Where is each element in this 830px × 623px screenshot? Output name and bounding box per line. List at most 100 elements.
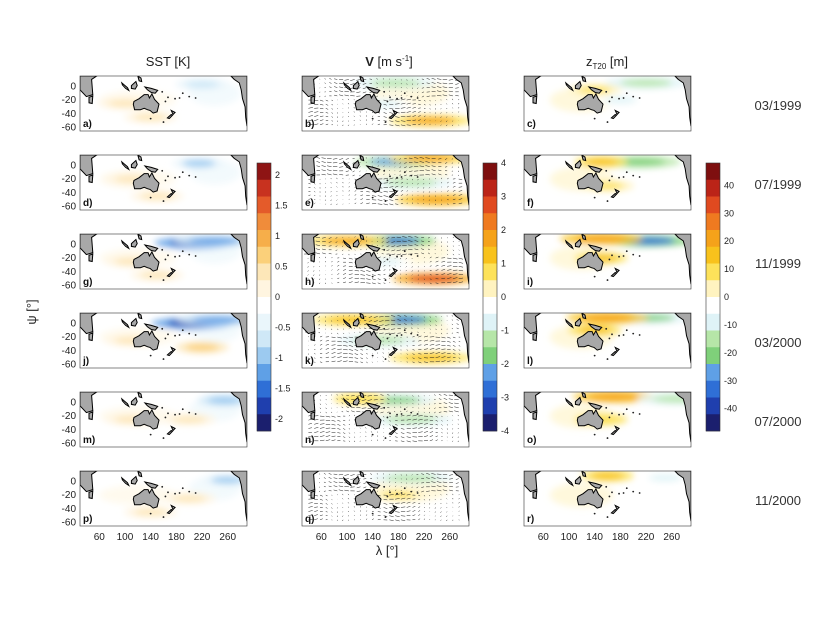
y-tick-label: 0 [70,239,76,250]
colorbar-swatch [706,330,720,348]
wind-arrow [421,244,425,246]
wind-arrow [324,95,326,97]
wind-arrow [331,112,334,114]
wind-arrow [394,489,397,492]
wind-arrow [371,157,373,159]
wind-arrow [410,319,413,321]
wind-arrow [447,181,449,184]
wind-arrow [422,195,425,197]
y-tick-label: -20 [62,332,77,343]
wind-arrow [441,356,446,358]
y-tick-label: -40 [62,109,77,120]
wind-arrow [322,252,326,255]
wind-arrow [451,162,454,164]
wind-arrow [324,199,326,201]
wind-arrow [423,348,429,350]
wind-arrow [348,345,354,347]
wind-arrow [336,199,338,201]
wind-arrow [452,253,455,256]
wind-arrow [447,177,449,180]
island [403,329,406,332]
wind-arrow [325,348,330,350]
field-blob [639,491,691,513]
wind-arrow [435,439,438,442]
island [396,413,398,416]
wind-arrow [339,94,344,97]
wind-arrow [339,162,344,164]
wind-arrow [365,431,367,433]
wind-arrow [412,502,416,504]
wind-arrow [307,257,309,259]
wind-arrow [377,256,381,259]
wind-arrow [353,115,355,117]
wind-arrow [412,418,418,421]
wind-arrow [348,315,350,317]
wind-arrow [389,519,394,521]
wind-arrow [406,432,411,434]
wind-arrow [362,87,367,90]
island [593,275,596,278]
wind-arrow [447,265,452,267]
island [396,492,398,495]
wind-arrow [359,327,361,329]
wind-arrow [454,402,459,404]
island [371,354,374,357]
wind-arrow [412,510,416,512]
map-panel-n: n) [301,391,470,448]
island [384,200,387,202]
wind-arrow [350,83,355,85]
wind-arrow [356,395,361,397]
wind-arrow [457,440,459,443]
island [389,412,391,415]
panel-frame [301,312,470,369]
island [622,492,625,494]
panel-frame [523,470,692,527]
wind-arrow [354,198,357,200]
x-tick-label: 180 [390,532,407,543]
panel-frame [523,312,692,369]
wind-arrow [400,198,404,200]
panel-label: i) [527,277,533,288]
wind-arrow [359,319,361,321]
wind-arrow [330,182,332,184]
wind-arrow [371,123,374,125]
wind-arrow [319,514,323,516]
wind-arrow [406,440,411,443]
wind-arrow [395,419,398,422]
wind-arrow [418,353,422,355]
wind-arrow [458,249,460,251]
wind-arrow [451,323,454,325]
wind-arrow [391,249,396,252]
anomaly-core [211,476,245,484]
wind-arrow [360,270,366,272]
wind-arrow [371,518,374,521]
wind-arrow [410,327,413,330]
wind-arrow [383,191,389,193]
island [593,354,596,357]
x-tick-label: 60 [538,532,550,543]
wind-arrow [325,340,330,342]
island [638,413,641,415]
land-mask [302,76,469,127]
wind-arrow [446,112,448,114]
wind-arrow [337,332,339,335]
wind-arrow [353,506,355,508]
wind-arrow [435,328,437,331]
island [638,334,641,336]
wind-arrow [412,107,416,109]
wind-arrow [333,489,338,492]
island [188,95,191,98]
wind-arrow [421,95,425,98]
colorbar-tick-label: 2 [275,170,280,180]
field-blob [327,264,367,279]
colorbar-tick-label: -1.5 [275,383,291,393]
colorbar-swatch [483,297,497,315]
wind-arrow [330,177,332,180]
x-tick-label: 220 [194,532,211,543]
colorbar-swatch [706,263,720,281]
wind-arrow [395,185,399,188]
wind-arrow [319,435,325,437]
island [389,175,391,178]
wind-arrow [419,157,425,159]
wind-arrow [447,269,452,271]
